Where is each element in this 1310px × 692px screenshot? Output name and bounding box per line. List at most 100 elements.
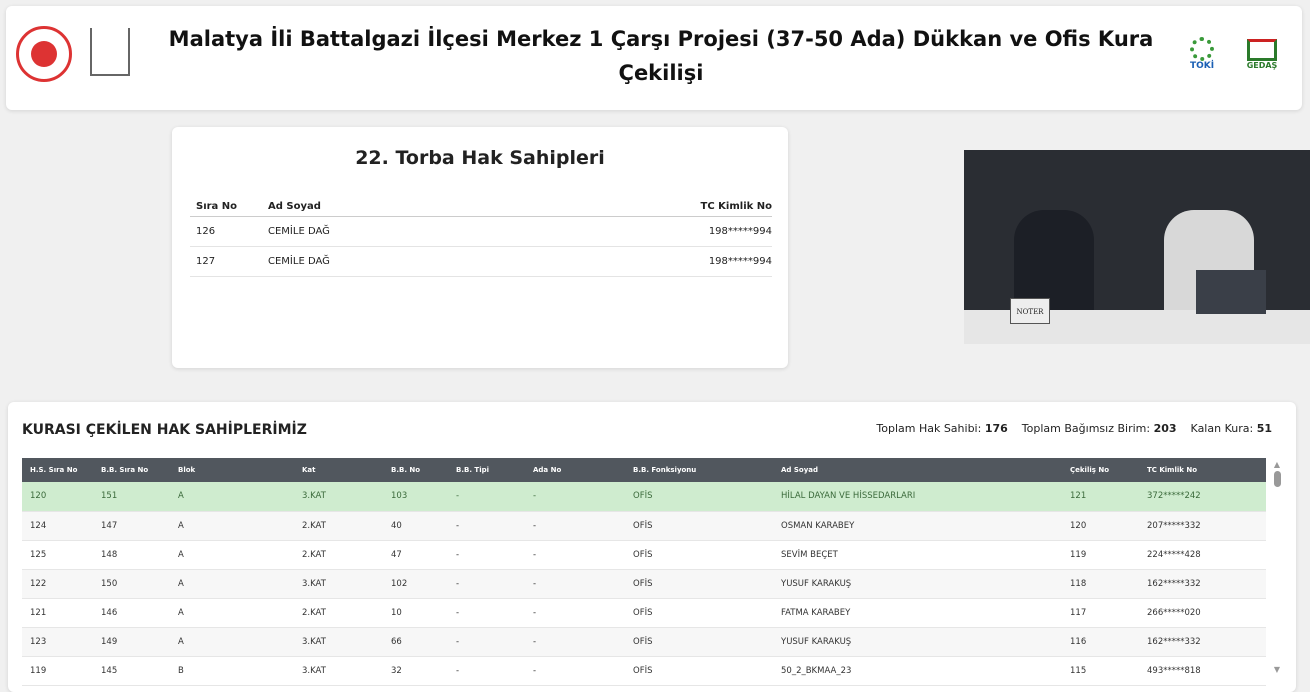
stats: Toplam Hak Sahibi: 176 Toplam Bağımsız B… [876, 422, 1272, 435]
stat-kalan-kura: Kalan Kura: 51 [1190, 422, 1272, 435]
cell: 126 [196, 226, 216, 237]
cell: 125 [22, 540, 101, 570]
cell: 3.KAT [302, 627, 391, 657]
cell: 119 [22, 656, 101, 686]
cell: - [456, 598, 533, 628]
column-header: Kat [302, 458, 391, 482]
cell: 198*****994 [708, 226, 772, 237]
col-sira-no: Sıra No [196, 201, 238, 212]
scroll-up-icon[interactable]: ▲ [1273, 460, 1281, 469]
cell: 224*****428 [1147, 540, 1266, 570]
cell: 148 [101, 540, 178, 570]
live-video-feed: NOTER [964, 150, 1310, 344]
table-row[interactable]: 124 147 A 2.KAT 40- - OFİS OSMAN KARABEY 120 207*… [22, 511, 1266, 541]
column-header: Çekiliş No [1070, 458, 1147, 482]
cell: OFİS [633, 540, 781, 570]
cell: 124 [22, 511, 101, 541]
scroll-down-icon[interactable]: ▼ [1273, 665, 1281, 674]
cell: 2.KAT [302, 540, 391, 570]
scrollbar[interactable]: ▲ ▼ [1270, 460, 1284, 674]
cell: 145 [101, 656, 178, 686]
table-row[interactable]: 120 151 A 3.KAT 103- - OFİS HİLAL DAYAN VE HİSS… [22, 482, 1266, 512]
cell: 147 [101, 511, 178, 541]
column-header: TC Kimlik No [1147, 458, 1266, 482]
cell: 40 [391, 511, 456, 541]
cell: 122 [22, 569, 101, 599]
cell: A [178, 569, 302, 599]
table-row[interactable]: 125 148 A 2.KAT 47- - OFİS SEVİM BEÇET 119 224***… [22, 540, 1266, 570]
cell: 123 [22, 627, 101, 657]
cell: 50_2_BKMAA_23 [781, 656, 1070, 686]
cell: A [178, 482, 302, 512]
cell: 162*****332 [1147, 627, 1266, 657]
cell: OFİS [633, 482, 781, 512]
cell: CEMİLE DAĞ [268, 226, 330, 237]
cell: - [533, 598, 633, 628]
cell: OFİS [633, 511, 781, 541]
torba-panel: 22. Torba Hak Sahipleri Sıra No Ad Soyad… [172, 127, 788, 368]
cell: - [456, 511, 533, 541]
cell: CEMİLE DAĞ [268, 256, 330, 267]
cell: A [178, 598, 302, 628]
ministry-seal-logo [16, 26, 72, 82]
stat-total-bagimsiz-birim: Toplam Bağımsız Birim: 203 [1021, 422, 1177, 435]
column-header: Ada No [533, 458, 633, 482]
column-header: Ad Soyad [781, 458, 1070, 482]
scroll-thumb[interactable] [1273, 471, 1281, 487]
cell: 3.KAT [302, 656, 391, 686]
table-row[interactable]: 121 146 A 2.KAT 10- - OFİS FATMA KARABEY 117 266*… [22, 598, 1266, 628]
table-header-row: H.S. Sıra No B.B. Sıra No Blok Kat B.B. No B.… [22, 458, 1266, 482]
cell: 2.KAT [302, 598, 391, 628]
cell: - [456, 569, 533, 599]
cell: 10 [391, 598, 456, 628]
cell: - [533, 540, 633, 570]
header: Malatya İli Battalgazi İlçesi Merkez 1 Ç… [6, 6, 1302, 110]
cell: HİLAL DAYAN VE HİSSEDARLARI [781, 482, 1070, 512]
cell: - [533, 511, 633, 541]
cell: 121 [22, 598, 101, 628]
cell: - [533, 656, 633, 686]
cell: - [456, 482, 533, 512]
table-row[interactable]: 122 150 A 3.KAT 102- - OFİS YUSUF KARAKUŞ 118 162… [22, 569, 1266, 599]
cell: OFİS [633, 656, 781, 686]
torba-header-row: Sıra No Ad Soyad TC Kimlik No [190, 197, 772, 217]
torba-title: 22. Torba Hak Sahipleri [355, 147, 605, 169]
cell: 119 [1070, 540, 1147, 570]
column-header: B.B. Fonksiyonu [633, 458, 781, 482]
column-header: H.S. Sıra No [22, 458, 101, 482]
torba-table: Sıra No Ad Soyad TC Kimlik No 126 CEMİLE… [190, 197, 772, 277]
cell: 117 [1070, 598, 1147, 628]
results-title: KURASI ÇEKİLEN HAK SAHİPLERİMİZ [22, 422, 307, 438]
cell: OSMAN KARABEY [781, 511, 1070, 541]
table-row: 126 CEMİLE DAĞ 198*****994 [190, 217, 772, 247]
gedas-logo: GEDAŞ [1240, 28, 1284, 80]
cell: 47 [391, 540, 456, 570]
column-header: B.B. Sıra No [101, 458, 178, 482]
cell: 3.KAT [302, 569, 391, 599]
cell: 149 [101, 627, 178, 657]
results-panel: KURASI ÇEKİLEN HAK SAHİPLERİMİZ Toplam H… [8, 402, 1296, 692]
cell: - [533, 569, 633, 599]
cell: SEVİM BEÇET [781, 540, 1070, 570]
table-row[interactable]: 123 149 A 3.KAT 66- - OFİS YUSUF KARAKUŞ 116 162*… [22, 627, 1266, 657]
cell: OFİS [633, 569, 781, 599]
cell: 493*****818 [1147, 656, 1266, 686]
cell: 151 [101, 482, 178, 512]
cell: 103 [391, 482, 456, 512]
cell: 102 [391, 569, 456, 599]
toki-logo: TOKİ [1182, 28, 1222, 80]
cell: 207*****332 [1147, 511, 1266, 541]
cell: - [533, 482, 633, 512]
cell: - [456, 627, 533, 657]
cell: 120 [1070, 511, 1147, 541]
cell: 121 [1070, 482, 1147, 512]
results-table: H.S. Sıra No B.B. Sıra No Blok Kat B.B. No B.… [22, 458, 1266, 686]
cell: 32 [391, 656, 456, 686]
table-row[interactable]: 119 145 B 3.KAT 32- - OFİS 50_2_BKMAA_23 115 493*… [22, 656, 1266, 686]
urban-transformation-logo [90, 28, 130, 76]
cell: 146 [101, 598, 178, 628]
cell: A [178, 627, 302, 657]
cell: B [178, 656, 302, 686]
cell: 66 [391, 627, 456, 657]
col-tc: TC Kimlik No [700, 201, 772, 212]
